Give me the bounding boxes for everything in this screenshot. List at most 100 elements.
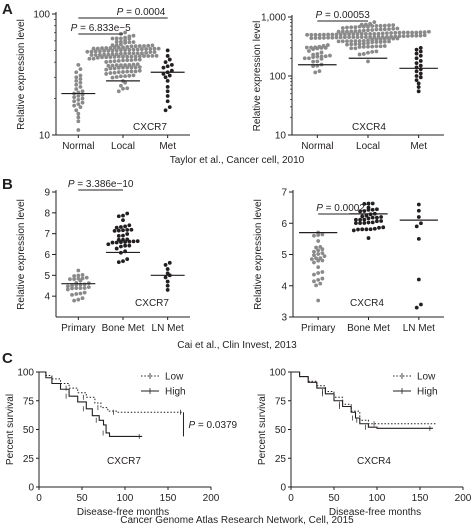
data-point [117,59,121,63]
data-point [419,54,423,58]
data-point [123,52,127,56]
data-point [127,244,131,248]
data-point [316,252,320,256]
data-point [85,50,89,54]
data-point [377,226,381,230]
data-point [144,51,148,55]
data-point [76,112,80,116]
data-point [166,271,170,275]
data-point [127,51,131,55]
data-point [74,292,78,296]
y-tick-label: 4 [44,292,50,303]
data-point [162,66,166,70]
data-point [389,31,393,35]
data-point [345,30,349,34]
data-point [417,278,421,282]
data-point [414,31,418,35]
data-point [371,221,375,225]
data-point [111,43,115,47]
data-point [111,37,115,41]
data-point [366,51,370,55]
data-point [79,77,83,81]
data-point [127,34,131,38]
data-point [375,216,379,220]
y-axis-label: Relative expression level [252,21,263,132]
x-tick-label: Primary [301,323,335,334]
data-point [419,34,423,38]
data-point [140,51,144,55]
data-point [166,89,170,93]
data-point [396,27,400,31]
data-point [398,31,402,35]
panel-letter-c: C [2,350,13,367]
data-point [66,284,70,288]
data-point [68,277,72,281]
y-tick-label: 10 [275,131,287,142]
data-point [354,39,358,43]
chart-a-cxcr4: 101001,000Normal Local MetRelative express… [252,10,444,152]
data-point [391,23,395,27]
data-point [427,30,431,34]
data-point [74,87,78,91]
x-tick-label: Met [410,141,427,152]
data-point [314,33,318,37]
data-point [115,247,119,251]
data-point [316,271,320,275]
y-tick-label: 0 [28,483,34,494]
data-point [119,245,123,249]
data-point [305,33,309,37]
data-point [81,273,85,277]
data-point [379,24,383,28]
y-tick-label: 9 [44,188,50,199]
data-point [362,29,366,33]
data-point [127,63,131,67]
data-point [337,30,341,34]
data-point [136,62,140,66]
data-point [115,75,119,79]
data-point [132,40,136,44]
data-point [81,97,85,101]
data-point [111,64,115,68]
data-point [419,64,423,68]
y-tick-label: 0 [280,483,286,494]
data-point [166,64,170,68]
data-point [364,23,368,27]
data-point [134,55,138,59]
data-point [387,23,391,27]
data-point [138,58,142,62]
data-point [132,48,136,52]
y-tick-label: 100 [269,368,286,379]
data-point [106,53,110,57]
data-point [314,283,318,287]
data-point [372,32,376,36]
data-point [146,44,150,48]
data-point [106,242,110,246]
data-point [117,238,121,242]
data-point [307,56,311,60]
data-point [393,31,397,35]
data-point [381,32,385,36]
data-point [371,202,375,206]
data-point [315,59,319,63]
data-point [164,75,168,79]
data-point [358,29,362,33]
data-point [74,83,78,87]
data-point [153,50,157,54]
data-point [117,89,121,93]
y-axis-label: Relative expression level [16,19,27,130]
data-point [79,286,83,290]
data-point [316,299,320,303]
y-tick-label: 100 [33,10,50,21]
data-point [166,267,170,271]
data-point [423,30,427,34]
data-point [138,44,142,48]
data-point [391,27,395,31]
data-point [309,46,313,50]
data-point [81,101,85,105]
data-point [364,32,368,36]
data-point [134,69,138,73]
y-axis-label: Relative expression level [253,199,264,310]
data-point [358,218,362,222]
x-tick-label: Local [111,141,135,152]
